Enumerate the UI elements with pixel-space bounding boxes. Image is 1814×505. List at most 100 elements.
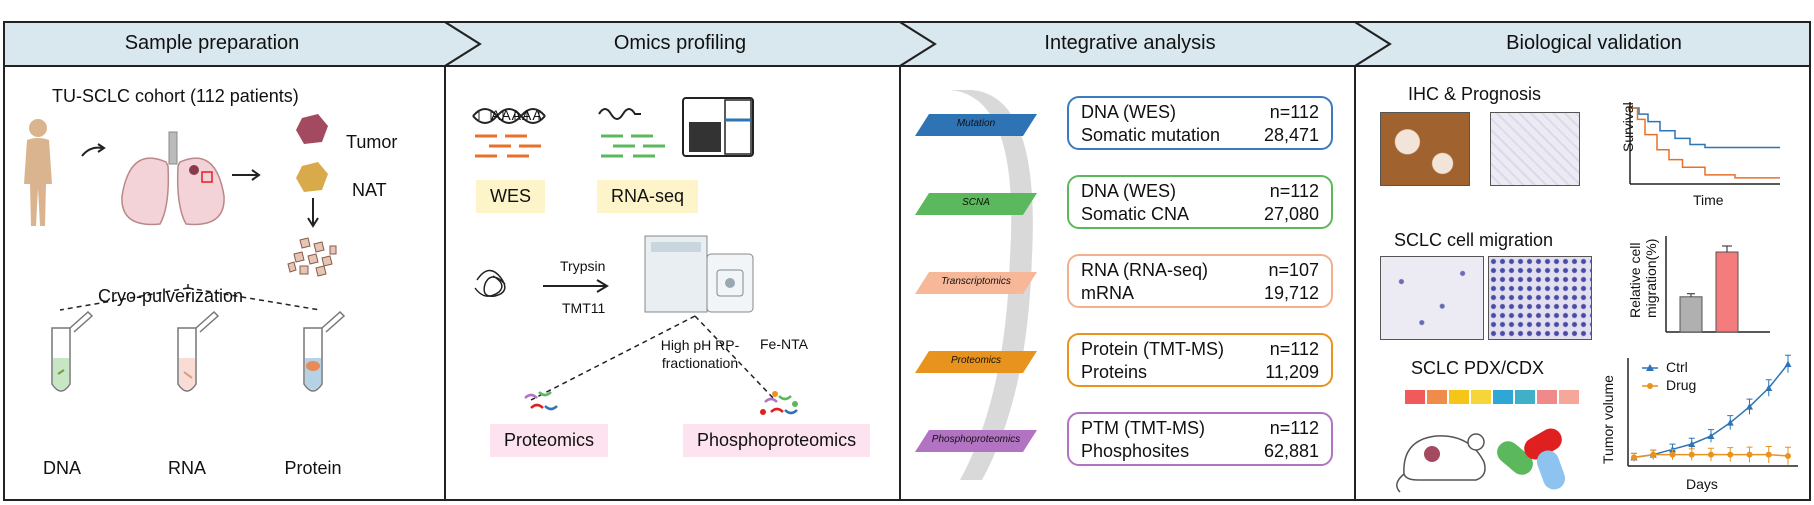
drug-point [1631, 454, 1637, 461]
layer-feature-type: Proteins [1081, 362, 1148, 382]
layer-source: RNA (RNA-seq) [1081, 260, 1209, 280]
layer-box-4: PTM (TMT-MS) n=112 Phosphosites 62,881 [1067, 412, 1333, 466]
step-title-omics: Omics profiling [613, 32, 747, 54]
rna-tube-icon [177, 310, 220, 392]
dna-helix-icon [472, 108, 546, 124]
layer-sample-count: n=107 [1268, 260, 1319, 280]
human-figure-icon [24, 119, 52, 226]
cohort-label: TU-SCLC cohort (112 patients) [52, 86, 299, 106]
tumor-label: Tumor [346, 132, 398, 152]
rna-strand-icon [598, 108, 641, 120]
color-swatch [1427, 390, 1447, 404]
step-title-validation: Biological validation [1506, 32, 1682, 54]
dna-tube-icon [51, 310, 94, 392]
migration-ctrl-image [1380, 256, 1484, 340]
layer-tag-text: Proteomics [950, 355, 1001, 366]
step-chevron-4 [1351, 21, 1811, 67]
proteomics-chip: Proteomics [490, 424, 609, 457]
color-swatch [1493, 390, 1513, 404]
fenta-label: Fe-NTA [760, 336, 808, 352]
layer-tag-text: Transcriptomics [941, 276, 1011, 287]
layer-feature-count: 19,712 [1263, 283, 1319, 303]
tumor-volume-chart [1627, 354, 1798, 467]
mouse-and-drug-icon [1396, 428, 1566, 493]
layer-box-0: DNA (WES) n=112 Somatic mutation 28,471 [1067, 96, 1333, 150]
tumor-icon [296, 114, 328, 144]
lungs-icon [121, 131, 225, 226]
migration-bar-treated [1715, 251, 1739, 333]
layer-tag-text: Mutation [956, 118, 996, 129]
survival-y-label: Survival [1620, 102, 1636, 152]
drug-point [1727, 451, 1734, 458]
color-swatch [1449, 390, 1469, 404]
legend-drug-marker [1647, 383, 1653, 389]
fractionation-label: High pH RP-fractionation [660, 337, 740, 371]
sequencer-icon [682, 97, 754, 157]
ctrl-point [1726, 419, 1734, 426]
color-swatch [1471, 390, 1491, 404]
nat-icon [296, 162, 328, 192]
layer-feature-type: mRNA [1081, 283, 1134, 303]
ctrl-point [1707, 432, 1715, 439]
layer-box-1: DNA (WES) n=112 Somatic CNA 27,080 [1067, 175, 1333, 229]
layer-feature-count: 62,881 [1263, 441, 1319, 461]
layer-source: DNA (WES) [1081, 102, 1177, 122]
survival-plot [1629, 102, 1780, 185]
color-swatch [1537, 390, 1557, 404]
tube-label-protein: Protein [284, 458, 342, 478]
protein-tangle-icon [474, 269, 506, 297]
mass-spectrometer-icon [644, 235, 754, 313]
pulverized-fragments-icon [287, 237, 337, 277]
drug-point [1669, 451, 1676, 458]
drug-point [1688, 451, 1695, 458]
omics-illustration [472, 97, 798, 415]
migration-bar-ctrl [1679, 296, 1703, 333]
mouse-icon [1396, 433, 1486, 493]
drug-point [1765, 451, 1772, 458]
layer-tag-1: SCNA [915, 193, 1037, 215]
integrative-backbone [950, 90, 1033, 480]
survival-curve-low [1630, 107, 1780, 179]
survival-x-label: Time [1693, 192, 1724, 208]
tumor-y-label: Tumor volume [1600, 375, 1616, 464]
migration-y-label: Relative cell migration(%) [1627, 238, 1659, 318]
legend-ctrl-label: Ctrl [1666, 359, 1688, 375]
layer-sample-count: n=112 [1269, 418, 1319, 438]
drug-point [1650, 451, 1657, 458]
tmt-label: TMT11 [562, 300, 606, 316]
cryo-label: Cryo-pulverization [98, 286, 244, 306]
color-swatch [1515, 390, 1535, 404]
tumor-x-label: Days [1686, 476, 1718, 492]
rna-reads-icon [601, 134, 665, 158]
migration-error-bars [1687, 245, 1732, 297]
sample-illustration [24, 114, 346, 392]
layer-tag-4: Phosphoproteomics [915, 430, 1037, 452]
legend-ctrl-marker [1646, 364, 1654, 371]
layer-feature-type: Somatic mutation [1081, 125, 1221, 145]
ctrl-point [1784, 360, 1792, 367]
survival-curve-high [1630, 107, 1780, 149]
drug-point [1746, 451, 1753, 458]
tube-label-dna: DNA [42, 458, 82, 478]
phospho-fragments-icon [760, 391, 798, 415]
layer-tag-text: SCNA [962, 197, 990, 208]
trypsin-label: Trypsin [560, 258, 606, 274]
drug-capsules-icon [1497, 428, 1566, 490]
tube-label-rna: RNA [167, 458, 207, 478]
wes-chip: WES [476, 180, 546, 213]
ihc-title: IHC & Prognosis [1408, 84, 1542, 104]
drug-point [1785, 453, 1791, 459]
layer-feature-type: Phosphosites [1081, 441, 1190, 461]
migration-title: SCLC cell migration [1394, 230, 1554, 250]
migration-treated-image [1488, 256, 1592, 340]
step-title-integrative: Integrative analysis [1044, 32, 1216, 54]
wes-reads-icon [475, 134, 541, 158]
ctrl-point [1746, 403, 1753, 410]
pdx-title: SCLC PDX/CDX [1411, 358, 1545, 378]
layer-feature-type: Somatic CNA [1081, 204, 1190, 224]
legend-drug-label: Drug [1666, 377, 1697, 393]
layer-source: PTM (TMT-MS) [1081, 418, 1205, 438]
layer-tag-text: Phosphoproteomics [931, 434, 1021, 445]
step-title-sample: Sample preparation [124, 32, 300, 54]
